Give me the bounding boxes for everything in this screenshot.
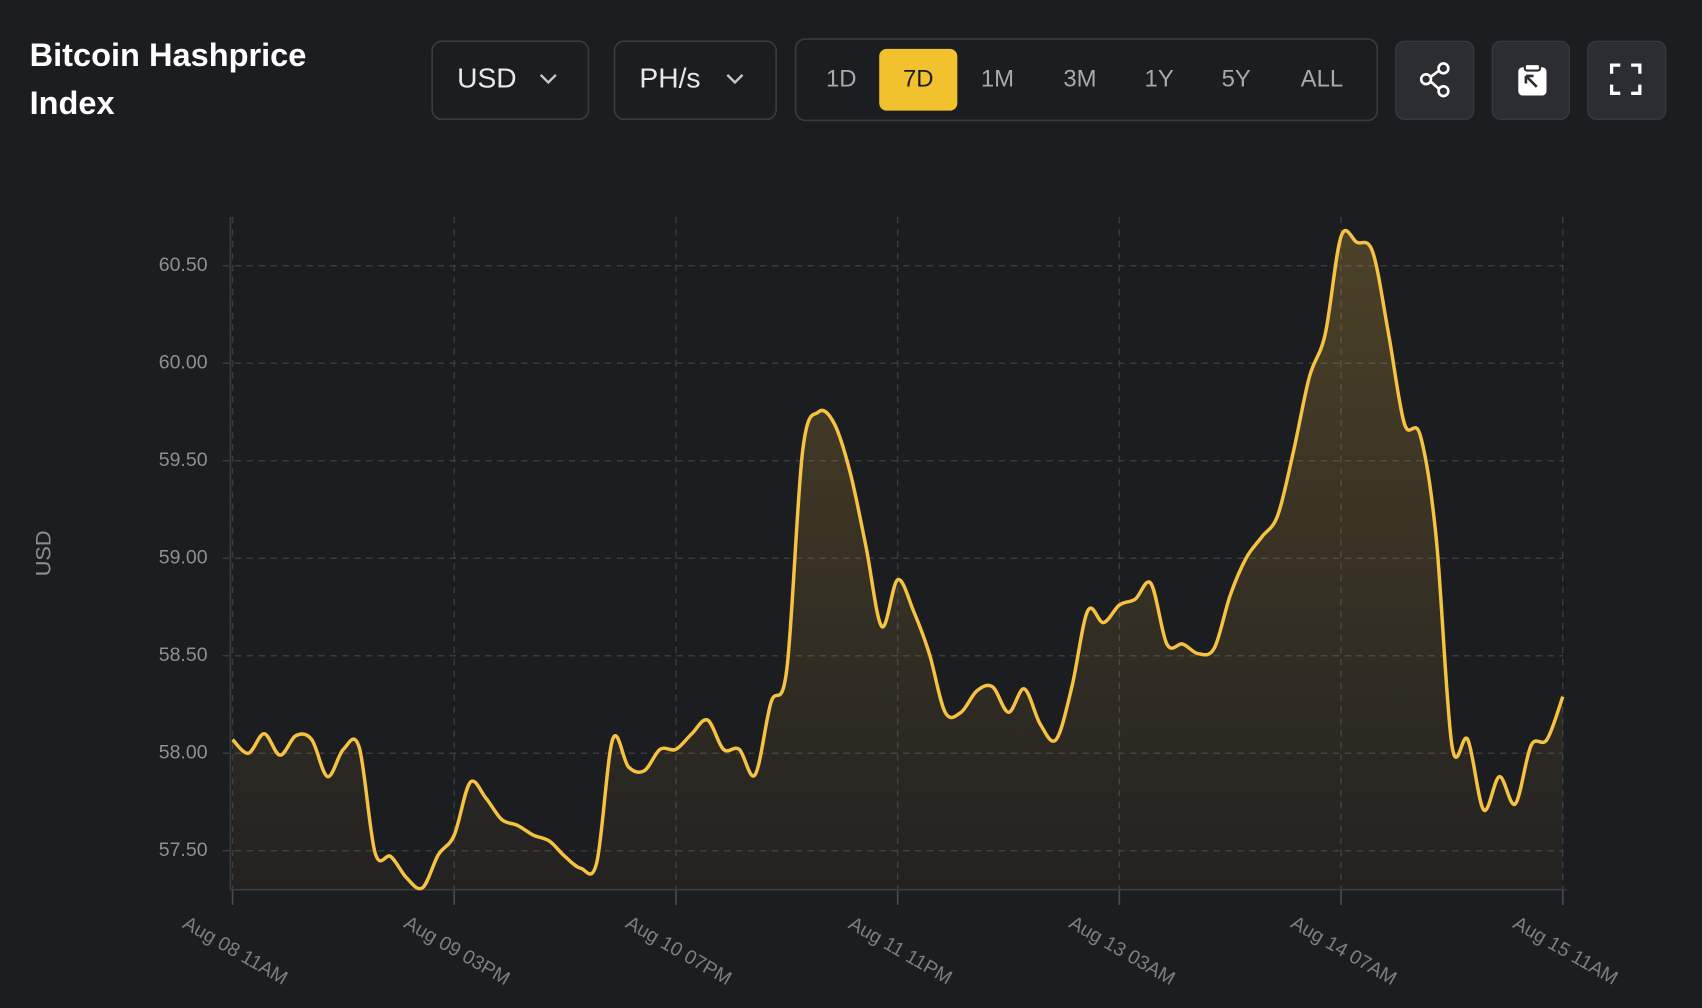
- dropdown-label[interactable]: USD: [457, 62, 517, 94]
- y-tick-label: 59.50: [159, 449, 208, 471]
- title: Bitcoin Hashprice Index: [29, 37, 307, 122]
- x-tick-label: Aug 10 07PM: [622, 912, 735, 990]
- share-button[interactable]: [1395, 40, 1475, 120]
- y-tick-label: 59.00: [159, 546, 208, 568]
- range-button[interactable]: 3M: [1063, 66, 1096, 93]
- dropdown-label[interactable]: PH/s: [639, 62, 700, 94]
- y-tick-label: 57.50: [159, 839, 208, 861]
- share-icon[interactable]: [1419, 62, 1450, 98]
- y-axis-label: USD: [31, 530, 56, 576]
- icon-button[interactable]: [1395, 40, 1475, 120]
- x-tick-label: Aug 13 03AM: [1065, 912, 1178, 990]
- copy-button[interactable]: [1491, 40, 1570, 120]
- range-button[interactable]: 1M: [981, 66, 1014, 93]
- title-box: Bitcoin Hashprice Index: [29, 37, 307, 122]
- unit-dropdown[interactable]: PH/s: [613, 40, 777, 121]
- range-buttons: 1D 7D 1M 3M 1Y 5Y ALL: [826, 48, 1343, 111]
- x-tick-label: Aug 15 11AM: [1509, 912, 1621, 989]
- area-fill: [232, 230, 1563, 890]
- range-button[interactable]: 7D: [903, 66, 934, 93]
- chevron-icon[interactable]: [539, 74, 557, 85]
- x-tick-label: Aug 11 11PM: [845, 912, 956, 989]
- range-button-active[interactable]: [879, 48, 958, 111]
- range-button[interactable]: 5Y: [1222, 66, 1251, 93]
- fullscreen-icon[interactable]: [1609, 63, 1642, 95]
- y-tick-label: 60.00: [159, 351, 208, 373]
- dropdown-box[interactable]: [431, 40, 590, 121]
- x-tick-label: Aug 08 11AM: [179, 912, 291, 989]
- y-tick-label: 58.00: [159, 741, 208, 763]
- price-line: [231, 228, 1565, 891]
- y-tick-label: 60.50: [159, 254, 208, 276]
- fullscreen-button[interactable]: [1587, 40, 1667, 120]
- chevron-icon[interactable]: [726, 74, 744, 85]
- y-tick-label: 58.50: [159, 644, 208, 666]
- plot-area: 57.50 58.00 58.50 59.00 59.50 60.00 60.50 Aug 0…: [159, 217, 1621, 990]
- range-button[interactable]: 1D: [826, 66, 857, 93]
- currency-dropdown[interactable]: USD: [431, 40, 590, 121]
- x-tick-label: Aug 14 07AM: [1287, 912, 1400, 990]
- clipboard-clip[interactable]: [1523, 62, 1542, 72]
- x-tick-label: Aug 09 03PM: [400, 912, 513, 990]
- icon-button[interactable]: [1587, 40, 1667, 120]
- dropdown-box[interactable]: [613, 40, 777, 121]
- range-button[interactable]: 1Y: [1145, 66, 1174, 93]
- range-button[interactable]: ALL: [1301, 66, 1343, 93]
- clipboard-arrow[interactable]: [1524, 74, 1538, 88]
